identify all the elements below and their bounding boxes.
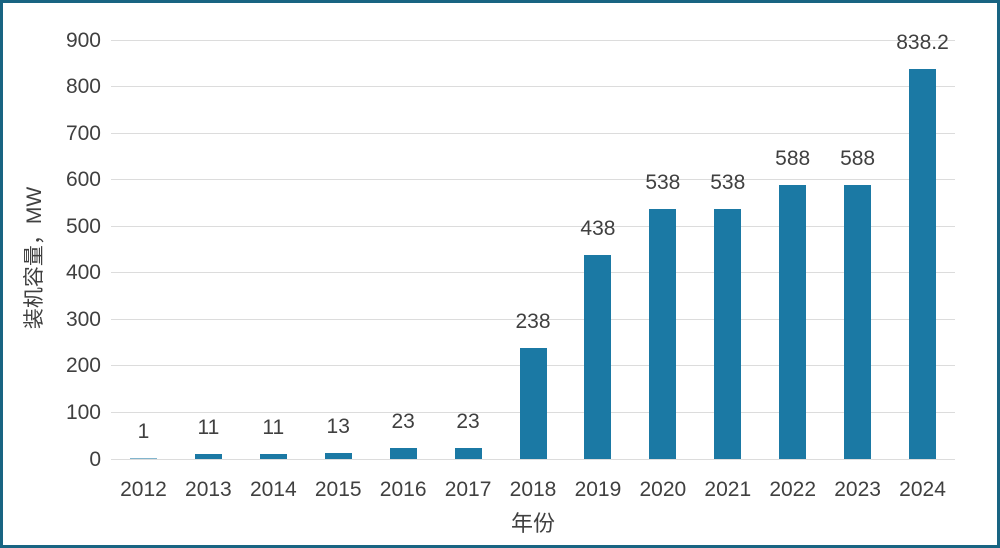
bar-value-label: 588 xyxy=(840,147,876,171)
bar-value-label: 13 xyxy=(326,414,350,438)
bar-value-label: 238 xyxy=(515,310,551,334)
gridline xyxy=(111,318,955,320)
x-tick-label: 2022 xyxy=(769,478,817,501)
y-tick-label: 400 xyxy=(65,261,101,285)
y-tick-label: 900 xyxy=(65,28,101,52)
bar-value-label: 11 xyxy=(197,415,220,439)
bar xyxy=(194,453,222,459)
bar-value-label: 538 xyxy=(710,170,746,194)
x-tick-label: 2016 xyxy=(379,478,427,501)
x-tick-label: 2012 xyxy=(120,478,167,501)
bar xyxy=(584,255,612,459)
y-tick-label: 200 xyxy=(65,354,101,378)
x-tick-label: 2014 xyxy=(249,478,297,501)
y-tick-label: 300 xyxy=(65,307,101,331)
y-tick-label: 600 xyxy=(65,168,101,192)
x-tick-label: 2021 xyxy=(704,478,752,501)
bar xyxy=(259,453,287,459)
bar xyxy=(649,208,677,459)
gridline xyxy=(111,39,955,41)
bar xyxy=(714,208,742,459)
bar xyxy=(909,68,937,459)
bar-value-label: 838.2 xyxy=(896,30,949,54)
gridline xyxy=(111,225,955,227)
x-tick-label: 2015 xyxy=(314,478,362,501)
gridline xyxy=(111,86,955,88)
bar xyxy=(389,448,417,459)
y-tick-label: 700 xyxy=(65,121,101,145)
x-tick-label: 2018 xyxy=(509,478,557,501)
x-tick-label: 2013 xyxy=(185,478,232,501)
y-tick-label: 500 xyxy=(65,214,101,238)
gridline xyxy=(111,179,955,181)
y-tick-label: 800 xyxy=(65,75,101,99)
bar-value-label: 23 xyxy=(391,410,415,434)
gridline xyxy=(111,132,955,134)
gridline xyxy=(111,458,955,460)
bar xyxy=(324,452,352,459)
bar-value-label: 23 xyxy=(456,410,480,434)
plot-area: 0 100 200 300 400 500 600 700 800 900 1 2012 11 2013 1… xyxy=(66,30,955,501)
y-tick-label: 0 xyxy=(89,447,101,471)
x-tick-label: 2024 xyxy=(899,478,946,501)
y-tick-label: 100 xyxy=(65,400,101,424)
bar xyxy=(844,185,872,459)
bar xyxy=(779,185,807,459)
gridline xyxy=(111,272,955,274)
x-tick-label: 2017 xyxy=(444,478,492,501)
bar xyxy=(129,458,157,459)
x-tick-label: 2019 xyxy=(574,478,622,501)
bar-value-label: 538 xyxy=(645,170,681,194)
bar-value-label: 588 xyxy=(775,147,811,171)
bar-value-label: 11 xyxy=(262,415,285,439)
x-tick-label: 2020 xyxy=(639,478,687,501)
x-axis-title: 年份 xyxy=(510,511,555,536)
bar-value-label: 1 xyxy=(137,420,150,443)
bar-value-label: 438 xyxy=(580,217,616,241)
bar xyxy=(454,448,482,459)
x-tick-label: 2023 xyxy=(834,478,881,501)
bar xyxy=(519,348,547,459)
